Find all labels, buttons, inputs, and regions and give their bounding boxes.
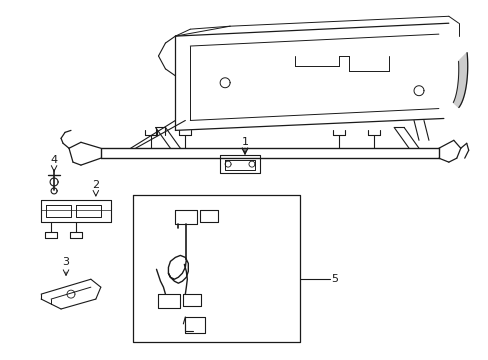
Polygon shape: [452, 53, 467, 108]
Text: 1: 1: [241, 137, 248, 147]
Text: 3: 3: [62, 257, 69, 267]
Text: 5: 5: [330, 274, 337, 284]
Text: 4: 4: [50, 155, 58, 165]
Text: 2: 2: [92, 180, 99, 190]
